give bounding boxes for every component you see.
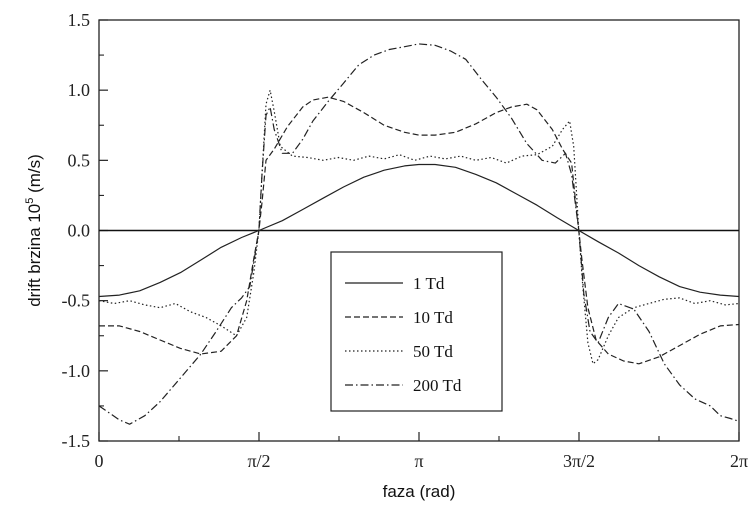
series-line-10-td [99, 96, 740, 365]
legend-label: 10 Td [413, 308, 453, 327]
x-tick-label: 2π [730, 451, 748, 471]
series-line-1-td [98, 163, 740, 298]
y-tick-label: 1.5 [68, 10, 91, 30]
series-line-50-td [98, 89, 740, 365]
legend-label: 1 Td [413, 274, 445, 293]
series-group [98, 43, 740, 425]
x-axis-label: faza (rad) [383, 482, 456, 501]
y-tick-label: 0.5 [68, 150, 91, 170]
legend: 1 Td 10 Td 50 Td 200 Td [330, 251, 503, 412]
y-tick-label: -1.5 [62, 431, 91, 451]
x-tick-label: π/2 [247, 451, 270, 471]
y-tick-label: -1.0 [62, 361, 91, 381]
y-tick-label: 1.0 [68, 80, 91, 100]
series-line-200-td [98, 43, 740, 425]
y-axis-label: drift brzina 105 (m/s) [24, 154, 44, 307]
y-tick-label: -0.5 [62, 291, 91, 311]
y-axis-label-suffix: (m/s) [25, 154, 44, 197]
legend-label: 50 Td [413, 342, 453, 361]
x-tick-label: π [414, 451, 423, 471]
legend-box [330, 251, 503, 412]
axis-ticks: 0 π/2 π 3π/2 2π -1.5 -1.0 -0.5 0.0 0.5 1.0 1.5 [62, 10, 749, 471]
x-tick-label: 0 [95, 451, 104, 471]
y-tick-label: 0.0 [68, 221, 91, 241]
legend-label: 200 Td [413, 376, 462, 395]
y-axis-label-exponent: 5 [24, 198, 36, 204]
y-axis-label-prefix: drift brzina 10 [25, 204, 44, 307]
x-tick-label: 3π/2 [563, 451, 595, 471]
